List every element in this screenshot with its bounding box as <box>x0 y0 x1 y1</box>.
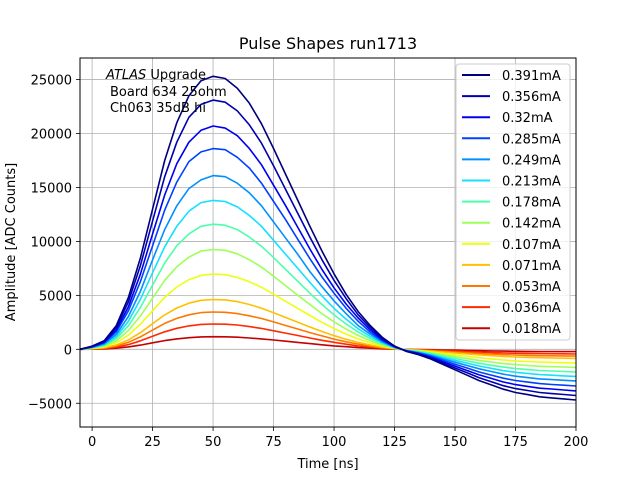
y-axis-ticks: −5000 0 5000 10000 15000 20000 25000 <box>28 74 80 412</box>
axes-frame <box>79 57 577 428</box>
legend: 0.391mA 0.356mA 0.32mA 0.285mA 0.249mA 0.213m… <box>455 63 571 341</box>
legend-box <box>455 63 571 341</box>
legend-label: 0.213mA <box>502 175 561 190</box>
legend-label: 0.249mA <box>502 153 561 168</box>
legend-label: 0.018mA <box>502 322 561 337</box>
legend-item: 0.391mA <box>462 69 561 84</box>
legend-item: 0.285mA <box>462 132 561 147</box>
annotation-line-1: ATLAS Upgrade <box>105 68 206 83</box>
x-axis-ticks: 0 25 50 75 100 125 150 175 200 <box>88 427 588 450</box>
x-tick-label: 25 <box>144 435 161 450</box>
legend-label: 0.053mA <box>502 280 561 295</box>
legend-label: 0.036mA <box>502 301 561 316</box>
x-tick-label: 175 <box>503 435 528 450</box>
y-axis-label: Amplitude [ADC Counts] <box>4 163 19 321</box>
series-line-0.213mA <box>79 199 577 378</box>
series-line-0.178mA <box>79 223 577 373</box>
y-tick-label: 20000 <box>31 128 72 143</box>
legend-item: 0.018mA <box>462 322 561 337</box>
legend-item: 0.356mA <box>462 90 561 105</box>
legend-label: 0.285mA <box>502 132 561 147</box>
x-tick-label: 75 <box>265 435 282 450</box>
x-tick-label: 100 <box>322 435 347 450</box>
annotation-channel: Ch063 35dB hi <box>110 101 206 116</box>
x-axis-label: Time [ns] <box>296 457 358 472</box>
x-tick-label: 150 <box>443 435 468 450</box>
legend-item: 0.142mA <box>462 217 561 232</box>
series-line-0.32mA <box>79 125 577 392</box>
legend-label: 0.32mA <box>502 111 553 126</box>
legend-label: 0.142mA <box>502 217 561 232</box>
x-tick-label: 200 <box>564 435 589 450</box>
annotation-experiment-suffix: Upgrade <box>150 68 206 83</box>
y-tick-label: 25000 <box>31 74 72 89</box>
legend-label: 0.356mA <box>502 90 561 105</box>
series-line-0.356mA <box>79 99 577 397</box>
series-line-0.053mA <box>79 311 577 357</box>
annotation-experiment: ATLAS <box>105 68 146 83</box>
y-tick-label: 0 <box>64 343 72 358</box>
legend-item: 0.036mA <box>462 301 561 316</box>
legend-items: 0.391mA 0.356mA 0.32mA 0.285mA 0.249mA 0.213m… <box>462 69 561 337</box>
legend-item: 0.213mA <box>462 175 561 190</box>
annotation-board: Board 634 25ohm <box>110 85 227 100</box>
legend-label: 0.178mA <box>502 196 561 211</box>
y-tick-label: 5000 <box>39 289 72 304</box>
legend-item: 0.32mA <box>462 111 553 126</box>
legend-label: 0.071mA <box>502 259 561 274</box>
x-tick-label: 125 <box>382 435 407 450</box>
chart-title: Pulse Shapes run1713 <box>239 34 417 53</box>
legend-item: 0.071mA <box>462 259 561 274</box>
series-layer <box>79 75 577 401</box>
series-line-0.036mA <box>79 323 577 355</box>
series-line-0.018mA <box>79 335 576 353</box>
legend-item: 0.107mA <box>462 238 561 253</box>
series-line-0.071mA <box>79 298 577 360</box>
series-line-0.142mA <box>79 248 577 369</box>
series-line-0.249mA <box>79 174 577 382</box>
legend-label: 0.107mA <box>502 238 561 253</box>
legend-label: 0.391mA <box>502 69 561 84</box>
series-line-0.107mA <box>79 273 577 364</box>
legend-item: 0.178mA <box>462 196 561 211</box>
y-tick-label: 10000 <box>31 235 72 250</box>
x-tick-label: 50 <box>205 435 222 450</box>
legend-item: 0.053mA <box>462 280 561 295</box>
x-tick-label: 0 <box>88 435 96 450</box>
series-line-0.391mA <box>79 75 577 401</box>
series-line-0.285mA <box>79 147 577 387</box>
y-tick-label: −5000 <box>28 397 72 412</box>
legend-item: 0.249mA <box>462 153 561 168</box>
annotation-block: ATLAS Upgrade Board 634 25ohm Ch063 35dB… <box>105 68 227 116</box>
y-tick-label: 15000 <box>31 181 72 196</box>
